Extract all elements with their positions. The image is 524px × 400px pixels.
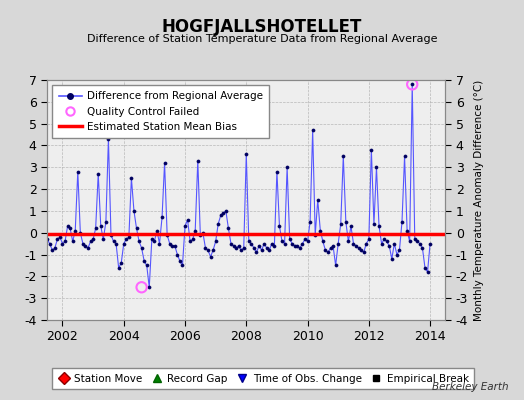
Y-axis label: Monthly Temperature Anomaly Difference (°C): Monthly Temperature Anomaly Difference (… xyxy=(474,79,484,321)
Text: HOGFJALLSHOTELLET: HOGFJALLSHOTELLET xyxy=(162,18,362,36)
Point xyxy=(137,284,146,290)
Legend: Station Move, Record Gap, Time of Obs. Change, Empirical Break: Station Move, Record Gap, Time of Obs. C… xyxy=(52,368,474,389)
Text: Difference of Station Temperature Data from Regional Average: Difference of Station Temperature Data f… xyxy=(87,34,437,44)
Text: Berkeley Earth: Berkeley Earth xyxy=(432,382,508,392)
Point xyxy=(408,81,417,88)
